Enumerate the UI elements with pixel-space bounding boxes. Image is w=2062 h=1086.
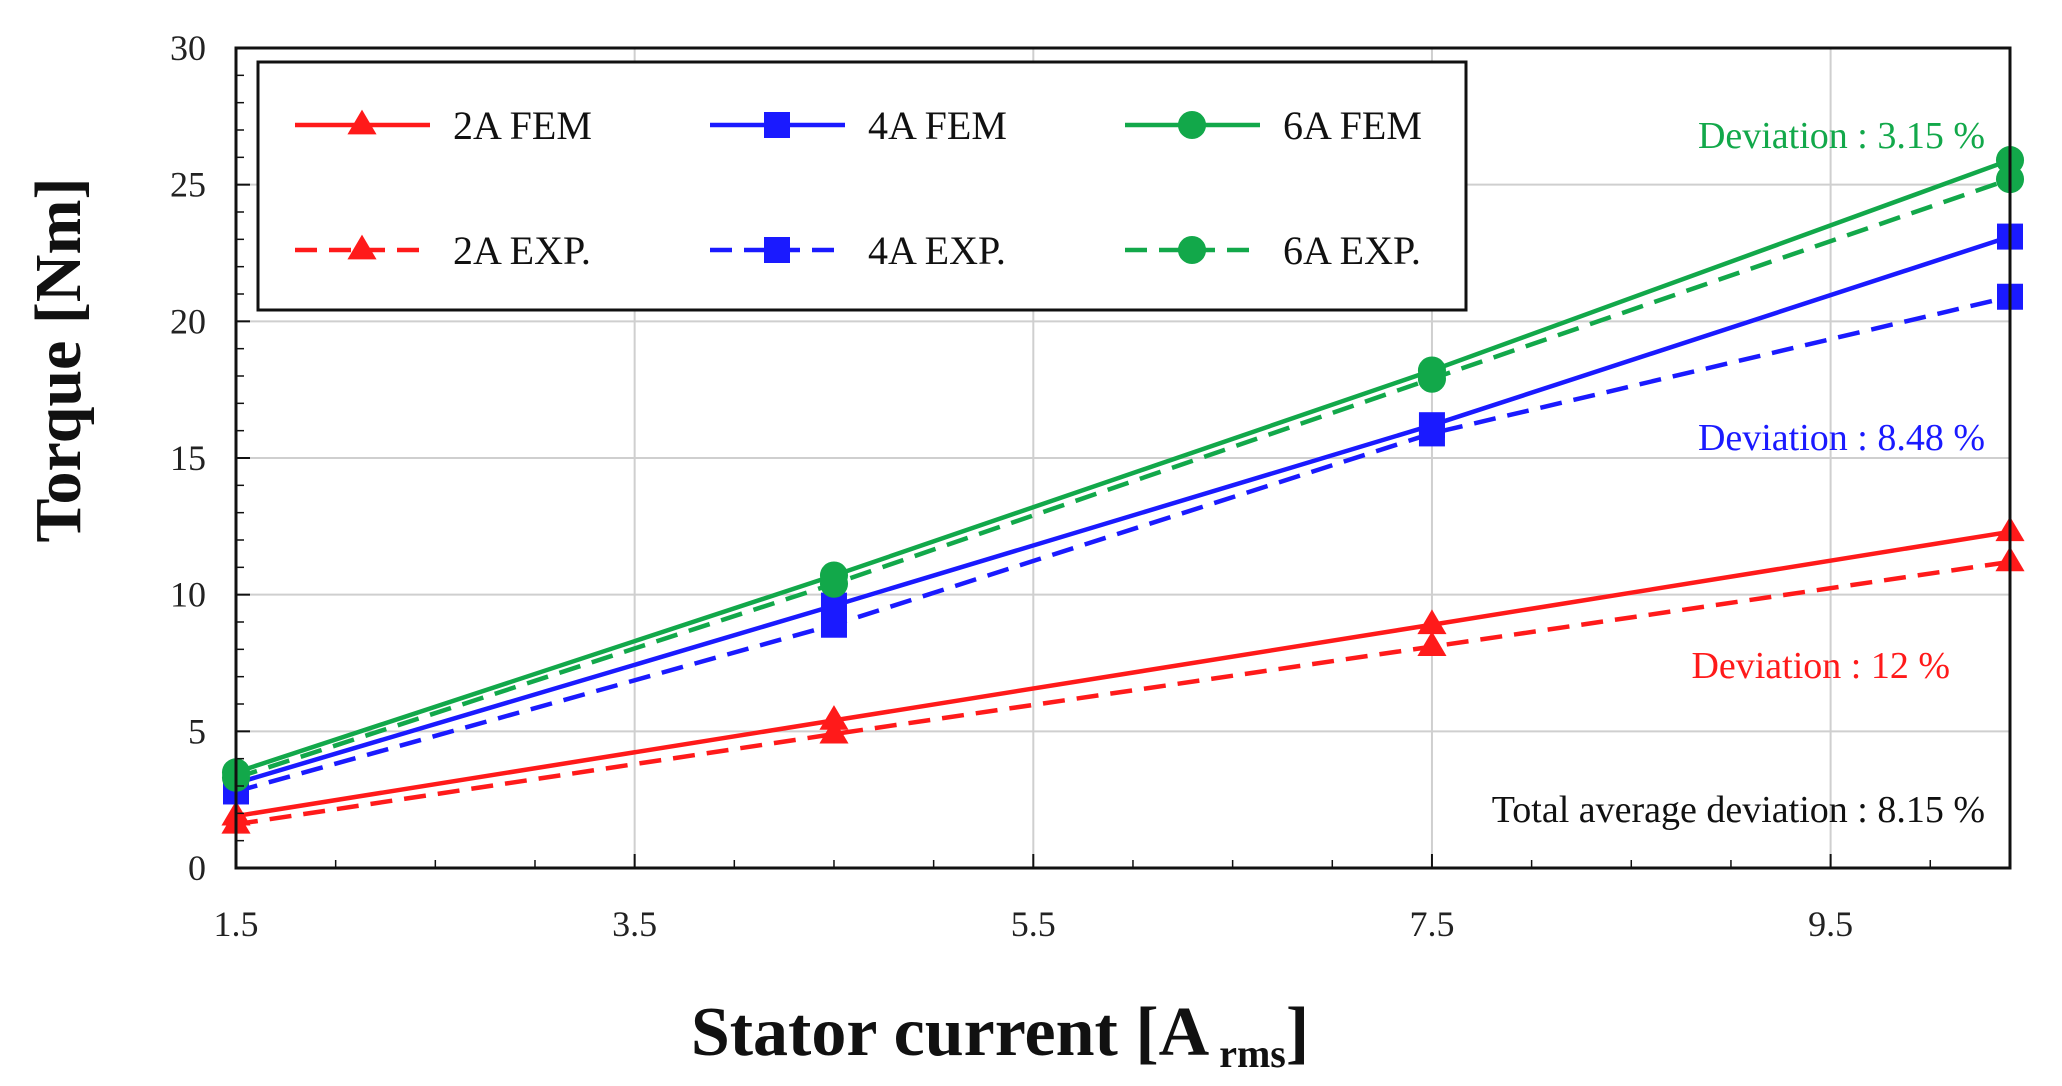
data-point-6a-exp [819,569,849,598]
series-line-4a-exp [235,294,2011,794]
legend-item-2a-fem: 2A FEM [295,103,592,148]
series-line-6a-fem [235,157,2011,775]
annotation-deviation: Deviation : 3.15 % [1698,115,1985,157]
legend-item-4a-fem: 4A FEM [710,103,1007,148]
x-tick-label: 1.5 [214,904,259,944]
legend-item-6a-fem: 6A FEM [1125,103,1422,148]
y-tick-label: 0 [188,848,206,888]
data-point-2a-exp [1417,631,1447,656]
y-tick-label: 20 [170,301,206,341]
data-point-6a-exp [1417,364,1446,393]
x-axis-title-main: Stator current [A [691,994,1210,1071]
x-tick-label: 3.5 [612,904,657,944]
x-axis-title: Stator current [A rms] [691,994,1309,1076]
y-axis-title: Torque [Nm] [22,178,95,543]
x-axis-title-close: ] [1286,994,1309,1071]
data-point-4a-exp [1418,420,1445,447]
legend-label: 2A FEM [453,103,592,148]
legend-label: 6A EXP. [1283,228,1421,273]
y-tick-label: 25 [170,165,206,205]
legend-label: 2A EXP. [453,228,591,273]
data-point-2a-exp [819,718,849,744]
x-tick-label: 7.5 [1409,904,1454,944]
x-tick-label: 5.5 [1011,904,1056,944]
legend-marker [764,112,790,138]
axis-ticks: 1.5 3.5 5.5 7.5 9.5 0 5 10 15 20 25 30 [170,28,1932,944]
legend-box [256,60,1468,312]
annotations: Deviation : 3.15 % Deviation : 8.48 % Devi… [1492,115,1985,831]
legend-marker [1177,110,1207,140]
y-tick-label: 10 [170,575,206,615]
series-line-2a-fem [235,529,2011,819]
y-tick-label: 30 [170,28,206,68]
series-line-6a-exp [235,177,2011,780]
legend-marker [764,237,790,263]
x-tick-label: 9.5 [1808,904,1853,944]
series-6a-exp [221,165,2025,792]
legend: 2A FEM 4A FEM 6A FEM 2A EXP. 4A EXP. 6A EXP. [256,60,1468,312]
y-tick-label: 5 [188,711,206,751]
series-layer [221,146,2025,834]
legend-label: 4A FEM [868,103,1007,148]
legend-item-4a-exp: 4A EXP. [710,228,1006,273]
annotation-deviation: Deviation : 8.48 % [1698,417,1985,459]
annotation-deviation: Total average deviation : 8.15 % [1492,789,1985,831]
legend-item-6a-exp: 6A EXP. [1125,228,1421,273]
y-tick-label: 15 [170,438,206,478]
legend-item-2a-exp: 2A EXP. [295,228,591,273]
legend-label: 6A FEM [1283,103,1422,148]
legend-marker [347,234,377,260]
data-point-2a-fem [819,705,849,730]
legend-marker [1177,235,1207,265]
data-point-4a-exp [820,611,847,638]
series-line-2a-exp [235,559,2011,827]
legend-label: 4A EXP. [868,228,1006,273]
series-line-4a-fem [235,234,2011,786]
x-axis-title-subscript: rms [1219,1031,1286,1076]
legend-marker [347,109,377,135]
data-point-2a-fem [1417,609,1447,635]
annotation-deviation: Deviation : 12 % [1691,645,1950,687]
